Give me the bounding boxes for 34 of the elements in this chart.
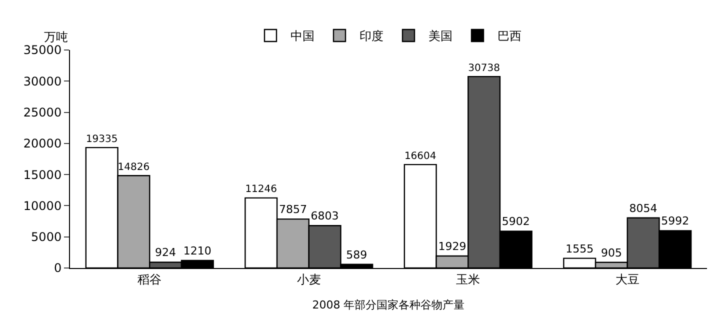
data-label: 1929: [438, 240, 466, 253]
legend-label: 美国: [428, 29, 452, 44]
data-label: 905: [600, 246, 622, 260]
data-label: 1210: [183, 244, 212, 258]
y-tick-label: 0: [54, 261, 62, 276]
legend-label: 印度: [360, 29, 384, 44]
data-label: 16604: [404, 150, 436, 162]
y-tick-label: 25000: [23, 105, 62, 120]
x-tick-label: 小麦: [296, 272, 321, 286]
data-label: 8054: [629, 202, 658, 215]
x-tick-label: 稻谷: [138, 272, 162, 286]
y-tick-label: 5000: [31, 230, 62, 244]
data-label: 5902: [502, 215, 530, 228]
legend-label: 中国: [290, 29, 314, 44]
y-tick-label: 10000: [23, 198, 62, 213]
data-label: 1555: [566, 242, 594, 256]
x-tick-label: 大豆: [615, 272, 640, 286]
legend-label: 巴西: [498, 29, 522, 44]
data-label: 11246: [245, 184, 278, 196]
data-label: 5992: [661, 214, 690, 228]
data-label: 19335: [86, 134, 118, 145]
data-label: 7857: [278, 203, 307, 216]
y-axis-title: 万吨: [44, 30, 68, 44]
x-tick-label: 玉米: [456, 272, 480, 286]
y-tick-label: 30000: [23, 74, 62, 88]
y-tick-label: 35000: [23, 43, 62, 58]
y-tick-label: 20000: [23, 136, 62, 151]
data-label: 30738: [468, 62, 500, 74]
y-tick-label: 15000: [23, 168, 62, 182]
data-label: 14826: [118, 162, 150, 173]
data-label: 589: [346, 248, 368, 262]
data-label: 6803: [310, 210, 339, 223]
data-label: 924: [155, 246, 176, 260]
x-axis-title: 2008 年部分国家各种谷物产量: [312, 298, 465, 312]
